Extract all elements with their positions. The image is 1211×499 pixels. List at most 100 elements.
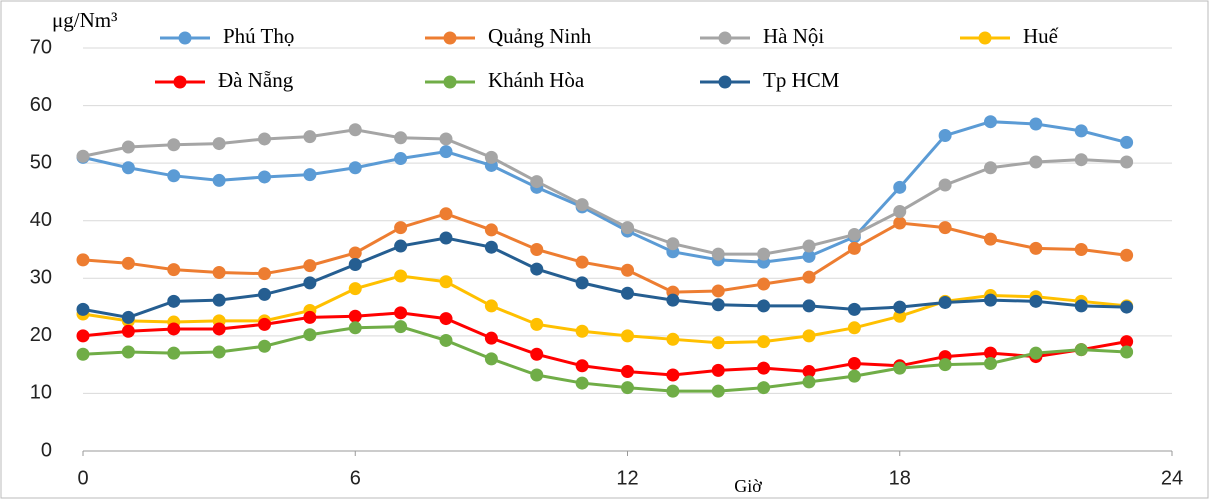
y-tick-label: 60 [30, 94, 52, 116]
point [167, 322, 181, 336]
x-axis-label: Giờ [734, 476, 762, 496]
point [1029, 155, 1043, 169]
y-tick-label: 0 [41, 439, 52, 461]
x-tick-label: 24 [1161, 467, 1183, 489]
point [303, 276, 317, 290]
point [984, 232, 997, 246]
point [394, 239, 408, 253]
point [212, 345, 226, 359]
point [484, 331, 498, 345]
point [711, 284, 725, 298]
point [394, 221, 408, 235]
point [757, 277, 771, 291]
point [212, 322, 226, 336]
x-tick-label: 6 [350, 467, 361, 489]
point [484, 240, 498, 254]
point [303, 310, 317, 324]
series-line [82, 274, 1127, 345]
point [1120, 345, 1134, 359]
point [621, 381, 634, 395]
point [757, 299, 771, 313]
point [258, 267, 271, 281]
point [1029, 346, 1043, 360]
point [76, 149, 90, 163]
point [984, 356, 997, 370]
point [167, 263, 181, 277]
point [1074, 124, 1088, 138]
point [394, 269, 408, 283]
point [348, 123, 362, 137]
point [711, 247, 725, 261]
point [1029, 117, 1043, 131]
point [757, 335, 771, 349]
point [711, 363, 725, 377]
y-tick-label: 70 [30, 36, 52, 58]
legend-label: Hà Nội [763, 24, 824, 48]
point [847, 321, 861, 335]
point [303, 168, 317, 182]
legend-marker [443, 31, 457, 45]
point [167, 294, 181, 308]
point [575, 359, 589, 373]
legend-label: Đà Nẵng [218, 68, 294, 92]
point [938, 358, 952, 372]
legend-label: Phú Thọ [223, 24, 294, 48]
point [847, 241, 861, 255]
point [439, 207, 453, 221]
point [666, 237, 680, 251]
y-tick-label: 10 [30, 382, 52, 404]
point [348, 282, 362, 296]
point [711, 336, 725, 350]
point [167, 169, 181, 183]
point [212, 293, 226, 307]
series-line [82, 325, 1127, 393]
y-tick-label: 20 [30, 324, 52, 346]
point [439, 275, 453, 289]
point [938, 221, 952, 235]
point [984, 115, 997, 129]
legend-label: Huế [1023, 24, 1059, 48]
point [439, 132, 453, 146]
point [439, 333, 453, 347]
point [621, 221, 634, 235]
point [938, 178, 952, 192]
legend-marker [978, 31, 992, 45]
point [258, 132, 271, 146]
point [666, 368, 680, 382]
point [575, 324, 589, 338]
point [893, 309, 907, 323]
point [1074, 299, 1088, 313]
point [893, 216, 907, 230]
point [439, 312, 453, 326]
y-tick-label: 40 [30, 209, 52, 231]
point [757, 361, 771, 375]
point [938, 295, 952, 309]
point [802, 249, 816, 263]
point [348, 257, 362, 271]
point [76, 347, 90, 361]
point [121, 256, 135, 270]
legend-marker [178, 31, 192, 45]
point [121, 161, 135, 175]
point [258, 287, 271, 301]
point [212, 137, 226, 151]
point [802, 329, 816, 343]
point [484, 223, 498, 237]
point [666, 332, 680, 346]
point [303, 328, 317, 342]
point [802, 375, 816, 389]
point [621, 263, 634, 277]
point [1120, 155, 1134, 169]
point [439, 145, 453, 159]
point [1074, 243, 1088, 256]
point [394, 306, 408, 320]
point [575, 376, 589, 390]
point [167, 138, 181, 152]
point [303, 259, 317, 273]
series-line [82, 311, 1127, 377]
legend-marker [718, 31, 732, 45]
point [484, 352, 498, 366]
point [621, 286, 634, 300]
point [76, 329, 90, 343]
point [212, 266, 226, 280]
